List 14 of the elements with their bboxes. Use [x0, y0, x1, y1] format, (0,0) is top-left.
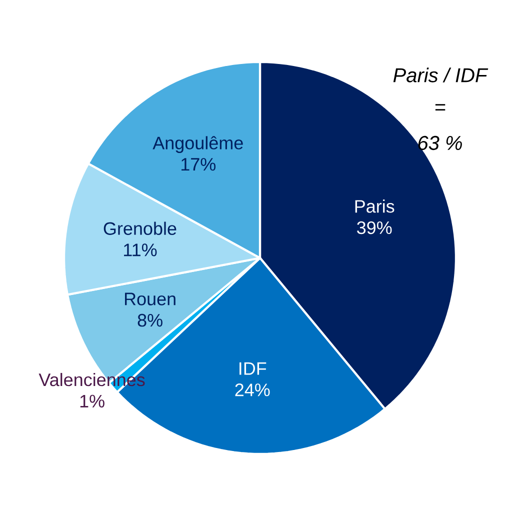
slice-label: Angoulême — [152, 136, 243, 153]
slice-label: IDF — [240, 362, 266, 375]
data-label: 11% — [124, 244, 157, 256]
data-label: 17% — [182, 158, 216, 171]
data-label: 24% — [235, 384, 270, 396]
data-label: 39% — [357, 221, 392, 234]
data-label: 8% — [138, 314, 162, 327]
slice-label: Rouen — [125, 292, 176, 306]
text: 63 % — [418, 136, 462, 150]
slice-label: Grenoble — [104, 222, 176, 235]
data-label: 1% — [80, 394, 104, 408]
text: Paris / IDF — [393, 68, 488, 82]
text: = — [435, 104, 446, 111]
slice-label: Paris — [355, 200, 394, 213]
